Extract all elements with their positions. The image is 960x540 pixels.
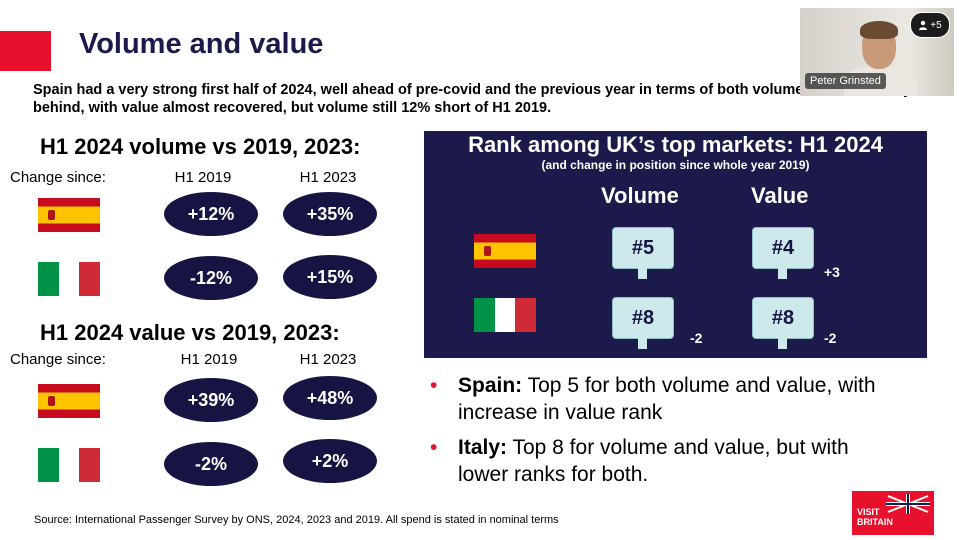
union-jack-icon	[886, 494, 930, 514]
rank-panel-title: Rank among UK’s top markets: H1 2024	[468, 132, 883, 157]
bullet-spain-bold: Spain:	[458, 374, 523, 397]
italy-flag-rank	[474, 298, 537, 332]
rank-col-volume: Volume	[601, 183, 679, 208]
value-col-h1-2019: H1 2019	[180, 351, 238, 368]
italy-volume-2019: -12%	[164, 256, 258, 300]
spain-value-rank-sign: #4	[752, 227, 814, 279]
volume-col-h1-2019: H1 2019	[174, 169, 232, 186]
spain-value-2019: +39%	[164, 378, 258, 422]
person-icon	[919, 20, 928, 30]
italy-value-2019: -2%	[164, 442, 258, 486]
participant-name-tag: Peter Grinsted	[805, 73, 886, 89]
italy-flag-value	[38, 448, 101, 482]
bullet-spain-text: Top 5 for both volume and value, with in…	[458, 374, 876, 424]
slide-title: Volume and value	[79, 28, 324, 60]
logo-text-visit: VISIT	[857, 507, 880, 517]
italy-volume-rank: #8	[612, 297, 674, 339]
participants-button[interactable]: +5	[910, 12, 950, 38]
italy-value-2023: +2%	[283, 439, 377, 483]
volume-heading: H1 2024 volume vs 2019, 2023:	[40, 134, 361, 159]
bullet-dot: •	[430, 374, 438, 397]
sign-post	[778, 337, 787, 349]
bullet-dot: •	[430, 436, 438, 459]
spain-flag-rank	[474, 234, 536, 268]
italy-value-rank-change: -2	[824, 330, 837, 346]
spain-value-rank-change: +3	[824, 264, 840, 280]
spain-value-2023: +48%	[283, 376, 377, 420]
slide-subtitle: Spain had a very strong first half of 20…	[33, 82, 912, 116]
bullet-italy-bold: Italy:	[458, 436, 508, 459]
spain-volume-rank: #5	[612, 227, 674, 269]
italy-value-rank-sign: #8	[752, 297, 814, 349]
italy-flag-volume	[38, 262, 101, 296]
sign-post	[778, 267, 787, 279]
italy-value-rank: #8	[752, 297, 814, 339]
volume-col-h1-2023: H1 2023	[299, 169, 357, 186]
participants-count: +5	[930, 19, 942, 31]
italy-volume-rank-change: -2	[690, 330, 703, 346]
logo-text: VISIT BRITAIN	[857, 507, 893, 527]
italy-volume-2023: +15%	[283, 255, 377, 299]
spain-volume-2023: +35%	[283, 192, 377, 236]
video-tile[interactable]: Peter Grinsted +5	[800, 8, 954, 96]
spain-flag-volume	[38, 198, 100, 232]
value-change-label: Change since:	[10, 351, 106, 368]
volume-change-label: Change since:	[10, 169, 106, 186]
italy-volume-rank-sign: #8	[612, 297, 674, 349]
value-heading: H1 2024 value vs 2019, 2023:	[40, 320, 340, 345]
sign-post	[638, 337, 647, 349]
spain-volume-2019: +12%	[164, 192, 258, 236]
bullet-italy: • Italy: Top 8 for volume and value, but…	[430, 434, 900, 488]
rank-col-value: Value	[751, 183, 809, 208]
brand-red-block	[0, 31, 51, 71]
rank-panel-subtitle: (and change in position since whole year…	[541, 158, 810, 172]
spain-volume-rank-sign: #5	[612, 227, 674, 279]
participant-hair	[860, 21, 898, 39]
source-note: Source: International Passenger Survey b…	[34, 514, 559, 526]
spain-flag-value	[38, 384, 100, 418]
bullet-spain: • Spain: Top 5 for both volume and value…	[430, 372, 900, 426]
bullet-italy-text: Top 8 for volume and value, but with low…	[458, 436, 849, 486]
sign-post	[638, 267, 647, 279]
spain-value-rank: #4	[752, 227, 814, 269]
logo-text-britain: BRITAIN	[857, 517, 893, 527]
value-col-h1-2023: H1 2023	[299, 351, 357, 368]
visit-britain-logo: VISIT BRITAIN	[852, 491, 934, 535]
